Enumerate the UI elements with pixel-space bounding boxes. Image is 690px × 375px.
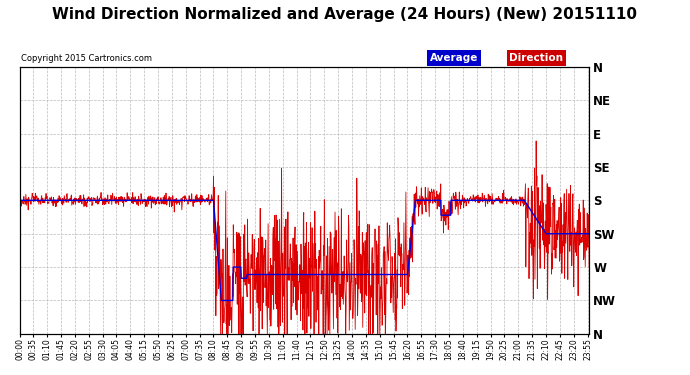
- Text: Average: Average: [430, 53, 478, 63]
- Text: Copyright 2015 Cartronics.com: Copyright 2015 Cartronics.com: [21, 54, 152, 63]
- Text: Wind Direction Normalized and Average (24 Hours) (New) 20151110: Wind Direction Normalized and Average (2…: [52, 8, 638, 22]
- Text: Direction: Direction: [509, 53, 564, 63]
